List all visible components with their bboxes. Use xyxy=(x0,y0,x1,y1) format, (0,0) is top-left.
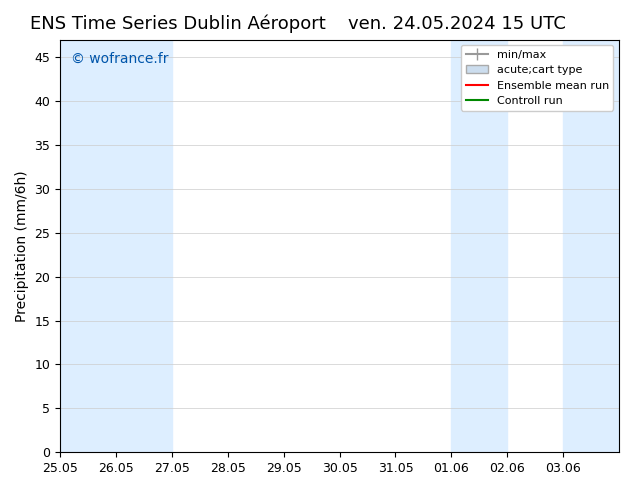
Text: © wofrance.fr: © wofrance.fr xyxy=(72,52,169,66)
Text: ven. 24.05.2024 15 UTC: ven. 24.05.2024 15 UTC xyxy=(347,15,566,33)
Y-axis label: Precipitation (mm/6h): Precipitation (mm/6h) xyxy=(15,170,29,322)
Bar xyxy=(60,40,116,452)
Bar xyxy=(563,40,619,452)
Text: ENS Time Series Dublin Aéroport: ENS Time Series Dublin Aéroport xyxy=(30,15,325,33)
Legend: min/max, acute;cart type, Ensemble mean run, Controll run: min/max, acute;cart type, Ensemble mean … xyxy=(461,45,614,111)
Bar xyxy=(116,40,172,452)
Bar xyxy=(451,40,507,452)
